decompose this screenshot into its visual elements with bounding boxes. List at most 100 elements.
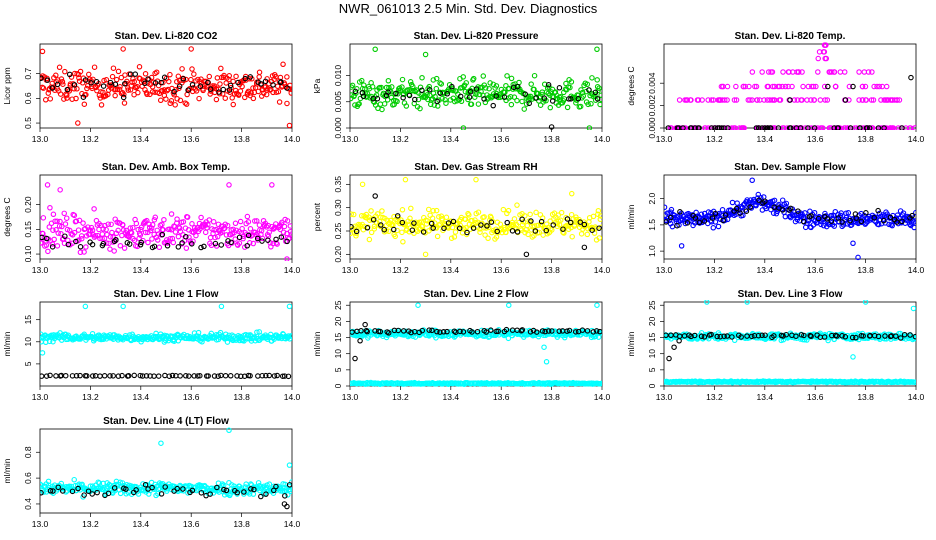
data-point	[136, 64, 143, 70]
overlay-point	[399, 219, 406, 226]
data-point	[245, 219, 252, 225]
overlay-point	[40, 490, 44, 496]
overlay-point	[738, 334, 744, 340]
data-point	[862, 300, 869, 305]
data-point	[415, 302, 421, 308]
overlay-point	[378, 222, 384, 228]
x-tick-label: 13.2	[706, 392, 723, 402]
data-point	[214, 233, 221, 240]
overlay-point	[765, 125, 771, 130]
data-point	[276, 99, 283, 105]
data-point	[753, 83, 760, 90]
data-point	[563, 80, 569, 87]
data-point	[558, 209, 565, 216]
data-point	[189, 221, 195, 227]
y-tick-label: 25	[647, 300, 657, 310]
data-point	[900, 210, 907, 216]
data-points	[40, 303, 292, 380]
data-point	[815, 55, 821, 62]
overlay-point	[53, 373, 59, 379]
data-point	[230, 78, 236, 85]
x-tick-label: 13.6	[183, 265, 200, 275]
overlay-point	[793, 333, 799, 339]
data-point	[58, 76, 65, 82]
data-point	[415, 96, 422, 103]
data-point	[832, 83, 839, 90]
overlay-point	[871, 215, 878, 221]
data-point	[417, 105, 423, 112]
data-point	[431, 102, 438, 108]
overlay-point	[908, 74, 914, 81]
overlay-point	[247, 373, 253, 379]
overlay-point	[793, 125, 800, 130]
data-point	[284, 74, 290, 80]
data-point	[61, 96, 67, 102]
overlay-point	[216, 89, 222, 95]
overlay-point	[152, 80, 159, 86]
overlay-point	[263, 491, 269, 497]
overlay-point	[411, 220, 417, 226]
overlay-point	[667, 214, 674, 221]
data-point	[250, 240, 257, 247]
overlay-point	[285, 373, 292, 380]
overlay-point	[767, 125, 773, 130]
data-point	[289, 231, 292, 237]
data-point	[400, 239, 406, 245]
chart-title: Stan. Dev. Line 2 Flow	[424, 289, 529, 300]
data-point	[381, 101, 388, 107]
data-point	[237, 218, 244, 225]
data-point	[811, 97, 817, 103]
overlay-point	[762, 332, 768, 338]
overlay-point	[912, 333, 916, 340]
data-point	[482, 85, 489, 91]
overlay-point	[381, 226, 387, 233]
data-point	[109, 73, 116, 80]
data-point	[80, 220, 86, 226]
overlay-point	[532, 228, 539, 234]
overlay-point	[899, 125, 905, 130]
data-point	[481, 82, 488, 88]
data-point	[279, 219, 285, 226]
x-tick-label: 13.8	[857, 392, 874, 402]
chart-title: Stan. Dev. Li-820 Pressure	[414, 31, 539, 42]
overlay-point	[352, 355, 358, 362]
overlay-point	[753, 125, 760, 130]
data-point	[256, 69, 263, 76]
overlay-point	[251, 486, 257, 493]
data-point	[356, 101, 362, 107]
data-point	[844, 125, 851, 130]
overlay-point	[441, 225, 447, 232]
data-point	[527, 211, 533, 218]
overlay-point	[725, 125, 731, 130]
overlay-point	[771, 333, 777, 339]
overlay-point	[100, 240, 107, 247]
data-point	[88, 224, 95, 231]
data-point	[426, 83, 433, 90]
overlay-point	[40, 234, 45, 241]
overlay-point	[54, 81, 61, 88]
data-point	[810, 83, 817, 90]
overlay-point	[123, 486, 129, 492]
data-point	[168, 227, 175, 233]
overlay-point	[372, 193, 378, 199]
data-point	[504, 73, 510, 79]
data-point	[183, 245, 190, 251]
data-point	[733, 97, 740, 103]
data-point	[519, 98, 525, 105]
overlay-point	[215, 373, 221, 379]
overlay-point	[737, 210, 743, 216]
y-tick-label: 0.000	[333, 117, 343, 139]
overlay-point	[223, 487, 230, 494]
y-tick-label: 0.20	[333, 246, 343, 263]
data-point	[394, 227, 400, 234]
overlay-point	[709, 215, 716, 221]
overlay-point	[798, 332, 805, 338]
overlay-point	[362, 321, 368, 328]
overlay-point	[228, 239, 234, 246]
data-point	[133, 220, 140, 227]
data-point	[770, 83, 776, 90]
overlay-point	[842, 97, 849, 103]
x-tick-label: 13.2	[392, 392, 409, 402]
data-point	[594, 46, 600, 52]
data-point	[83, 244, 89, 250]
